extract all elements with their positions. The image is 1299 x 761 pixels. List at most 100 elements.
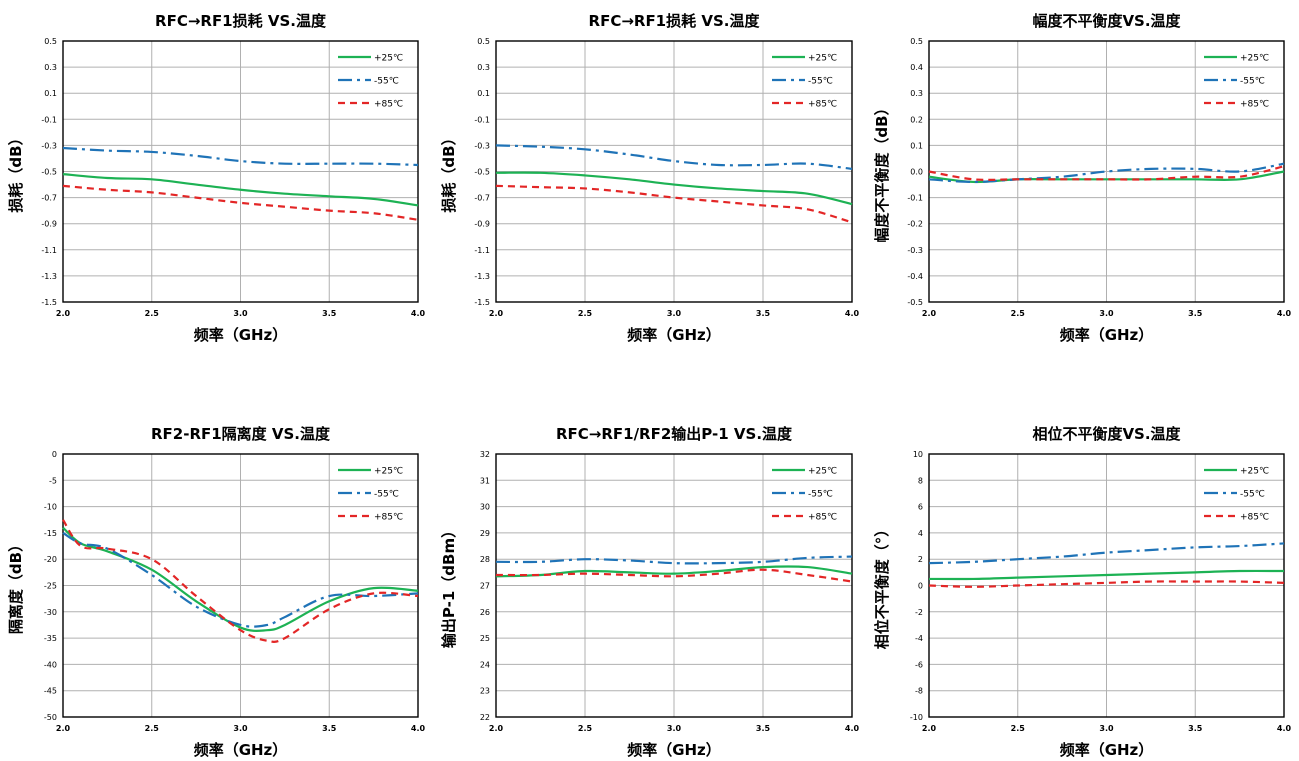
y-tick-label: -1.3 <box>474 272 490 281</box>
chart-title: RFC→RF1损耗 VS.温度 <box>155 12 327 30</box>
y-axis-label: 损耗（dB） <box>440 130 458 212</box>
y-tick-label: 0.1 <box>477 89 490 98</box>
legend-label: -55℃ <box>808 77 833 87</box>
y-tick-label: 0.3 <box>910 89 923 98</box>
y-tick-label: 0.1 <box>44 89 57 98</box>
legend-label: -55℃ <box>374 77 399 87</box>
x-tick-label: 3.0 <box>1099 724 1114 733</box>
x-tick-label: 3.5 <box>322 309 337 318</box>
series-line-p25 <box>928 569 1285 581</box>
legend-label: +85℃ <box>374 513 403 523</box>
legend-label: +25℃ <box>1240 467 1269 477</box>
x-tick-label: 2.5 <box>1011 309 1026 318</box>
y-tick-label: -40 <box>44 660 57 669</box>
x-tick-label: 2.5 <box>145 724 160 733</box>
chart-title: RFC→RF1损耗 VS.温度 <box>589 12 761 30</box>
series-line-p85 <box>62 519 419 643</box>
y-tick-label: 0.5 <box>477 37 490 46</box>
x-tick-label: 3.0 <box>233 309 248 318</box>
x-axis-label: 频率（GHz） <box>194 741 288 759</box>
y-tick-label: 0.0 <box>910 168 923 177</box>
chart-panel-4: 0 -5 -10 -15 -20 -25 -30 -35 -40 -45 -50 2.0 2.5 3.0 3… <box>7 425 426 759</box>
x-tick-label: 2.0 <box>922 309 937 318</box>
y-tick-label: -35 <box>44 634 57 643</box>
y-tick-label: -0.5 <box>474 168 490 177</box>
legend-label: +85℃ <box>1240 513 1269 523</box>
y-tick-label: 0.2 <box>910 115 923 124</box>
y-tick-label: 0.5 <box>910 37 923 46</box>
y-tick-label: -0.9 <box>474 220 490 229</box>
x-tick-label: 2.5 <box>145 309 160 318</box>
legend-label: -55℃ <box>808 490 833 500</box>
y-tick-label: -1.1 <box>41 246 57 255</box>
x-axis-label: 频率（GHz） <box>627 741 721 759</box>
x-tick-label: 2.0 <box>489 724 504 733</box>
plot-frame <box>495 40 853 303</box>
y-tick-label: -0.9 <box>41 220 57 229</box>
x-axis-label: 频率（GHz） <box>1060 326 1154 344</box>
y-tick-label: 0.3 <box>477 63 490 72</box>
x-tick-label: 4.0 <box>845 724 860 733</box>
legend-label: +85℃ <box>808 513 837 523</box>
y-axis-label: 隔离度（dB） <box>7 537 25 634</box>
x-tick-label: 3.5 <box>1188 309 1203 318</box>
x-tick-label: 4.0 <box>411 724 426 733</box>
series-line-p25 <box>495 565 853 578</box>
plot-frame <box>62 40 419 303</box>
y-tick-label: -0.4 <box>907 272 923 281</box>
y-tick-label: -2 <box>915 608 923 617</box>
x-tick-label: 3.0 <box>233 724 248 733</box>
legend-label: +25℃ <box>808 467 837 477</box>
x-tick-label: 3.5 <box>756 309 771 318</box>
x-axis-label: 频率（GHz） <box>1060 741 1154 759</box>
legend-label: +25℃ <box>374 54 403 64</box>
y-tick-label: 27 <box>480 582 490 591</box>
y-tick-label: -0.7 <box>41 194 57 203</box>
y-tick-label: -10 <box>44 503 57 512</box>
x-tick-label: 2.0 <box>489 309 504 318</box>
legend-label: -55℃ <box>1240 77 1265 87</box>
legend-label: +85℃ <box>808 100 837 110</box>
y-tick-label: 6 <box>918 503 923 512</box>
x-tick-label: 4.0 <box>411 309 426 318</box>
y-tick-label: 10 <box>913 450 923 459</box>
y-tick-label: -8 <box>915 687 923 696</box>
chart-title: RF2-RF1隔离度 VS.温度 <box>151 425 331 443</box>
y-tick-label: -45 <box>44 687 57 696</box>
y-tick-label: -50 <box>44 713 57 722</box>
y-tick-label: 29 <box>480 529 490 538</box>
y-tick-label: -1.3 <box>41 272 57 281</box>
chart-panel-6: 10 8 6 4 2 0 -2 -4 -6 -8 -10 2.0 2.5 3.0 3.5 4.0 +25℃ -55… <box>873 425 1292 759</box>
series-line-p25 <box>495 171 853 206</box>
y-tick-label: -15 <box>44 529 57 538</box>
plot-frame <box>62 453 419 718</box>
y-tick-label: -0.1 <box>907 194 923 203</box>
series-line-m55 <box>495 555 853 565</box>
chart-panel-5: 32 31 30 29 28 27 26 25 24 23 22 2.0 2.5 3.0 3.5 4.0 +25… <box>440 425 860 759</box>
y-tick-label: -30 <box>44 608 57 617</box>
y-axis-label: 损耗（dB） <box>7 130 25 212</box>
x-tick-label: 4.0 <box>1277 724 1292 733</box>
x-tick-label: 3.0 <box>667 309 682 318</box>
y-tick-label: -0.3 <box>41 141 57 150</box>
y-tick-label: -4 <box>915 634 923 643</box>
y-tick-label: -10 <box>910 713 923 722</box>
x-tick-label: 2.0 <box>922 724 937 733</box>
y-tick-label: 0 <box>52 450 57 459</box>
legend-label: +25℃ <box>808 54 837 64</box>
y-tick-label: -0.2 <box>907 220 923 229</box>
x-tick-label: 3.5 <box>756 724 771 733</box>
x-tick-label: 4.0 <box>1277 309 1292 318</box>
y-tick-label: -0.5 <box>907 298 923 307</box>
y-tick-label: 32 <box>480 450 490 459</box>
x-tick-label: 2.5 <box>1011 724 1026 733</box>
y-axis-label: 幅度不平衡度（dB） <box>873 100 891 242</box>
series-line-m55 <box>62 146 419 167</box>
y-tick-label: -1.5 <box>474 298 490 307</box>
plot-frame <box>495 453 853 718</box>
x-tick-label: 2.0 <box>56 724 71 733</box>
x-axis-label: 频率（GHz） <box>194 326 288 344</box>
y-tick-label: 25 <box>480 634 490 643</box>
chart-panel-3: 0.5 0.4 0.3 0.2 0.1 0.0 -0.1 -0.2 -0.3 -0.4 -0.5 2.… <box>873 12 1292 344</box>
